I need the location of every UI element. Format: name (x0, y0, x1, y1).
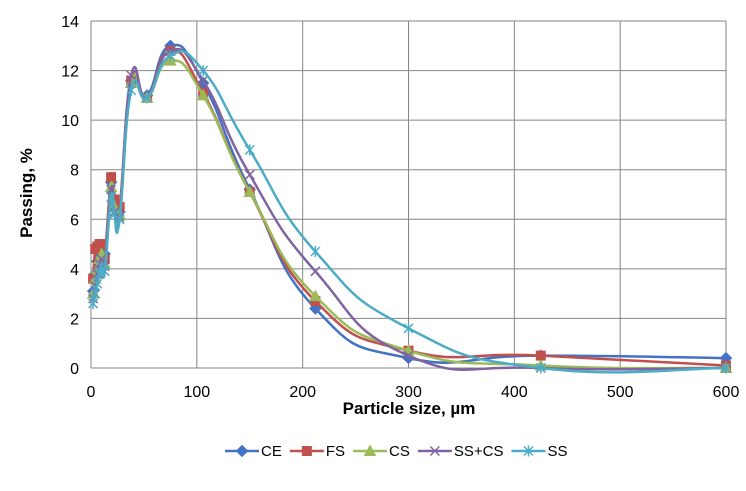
series-layer (88, 40, 732, 373)
y-tick-label: 8 (70, 163, 79, 180)
legend-item-ss: SS (511, 443, 567, 460)
data-point-fs (107, 173, 116, 182)
legend: CE FS CS SS+CS SS (225, 443, 567, 460)
data-point-ss (89, 298, 98, 309)
legend-label: SS+CS (454, 443, 504, 460)
series-ss-cs (89, 46, 731, 372)
x-tick-label: 600 (713, 384, 740, 401)
series-line-ce (93, 45, 726, 363)
series-line-ss-cs (93, 49, 726, 370)
data-point-ss (245, 144, 254, 155)
y-tick-label: 2 (70, 311, 79, 328)
legend-item-fs: FS (290, 443, 345, 460)
series-fs (89, 46, 731, 370)
data-point-ss (311, 246, 320, 257)
y-tick-label: 14 (61, 14, 79, 31)
series-ce (88, 40, 732, 363)
x-tick-label: 400 (501, 384, 528, 401)
x-tick-label: 500 (607, 384, 634, 401)
legend-item-ce: CE (225, 443, 282, 460)
data-point-fs (536, 351, 545, 360)
y-tick-label: 4 (70, 262, 79, 279)
series-line-ss (93, 51, 726, 372)
series-line-cs (93, 61, 726, 369)
data-point-fs (97, 240, 106, 249)
y-tick-label: 0 (70, 361, 79, 378)
y-tick-label: 10 (61, 113, 79, 130)
x-tick-label: 100 (183, 384, 210, 401)
legend-label: SS (547, 443, 567, 460)
series-cs (88, 55, 732, 372)
x-axis-title: Particle size, µm (343, 399, 476, 418)
legend-item-cs: CS (353, 443, 410, 460)
legend-marker (237, 446, 248, 457)
legend-label: CS (389, 443, 410, 460)
legend-label: CE (261, 443, 282, 460)
y-axis-title: Passing, % (17, 148, 36, 238)
legend-item-ss-cs: SS+CS (418, 443, 504, 460)
grid (91, 21, 726, 368)
legend-label: FS (326, 443, 345, 460)
y-tick-label: 6 (70, 212, 79, 229)
x-tick-label: 200 (289, 384, 316, 401)
series-ss (89, 50, 731, 373)
data-point-ss (404, 323, 413, 334)
x-tick-label: 0 (87, 384, 96, 401)
y-tick-label: 12 (61, 64, 79, 81)
data-point-ss-cs (311, 267, 320, 276)
data-point-ss-cs (245, 170, 254, 179)
legend-marker (302, 447, 311, 456)
